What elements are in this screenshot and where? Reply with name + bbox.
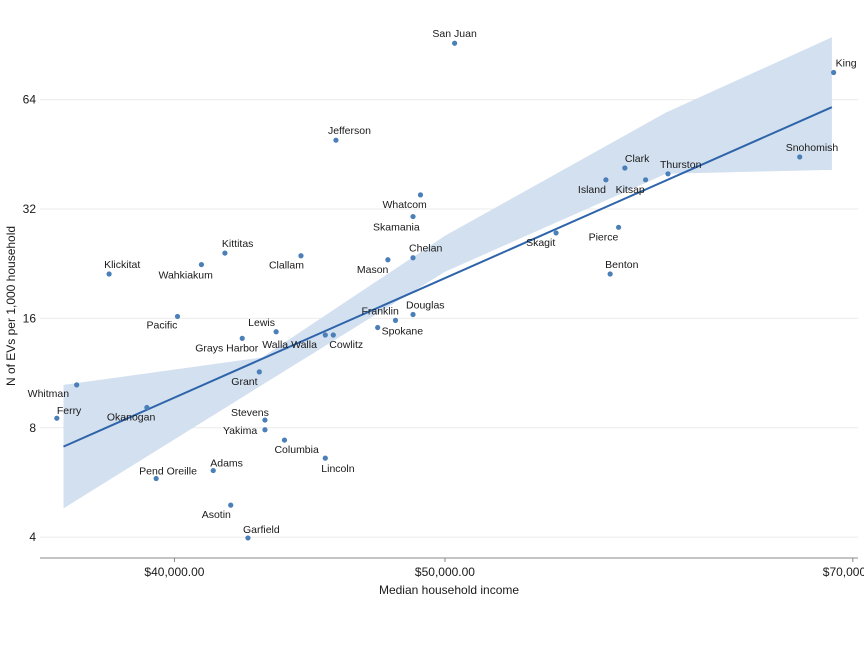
data-point [298, 253, 304, 259]
point-label: Columbia [274, 444, 319, 456]
data-point [322, 455, 328, 461]
data-point [144, 404, 150, 411]
x-tick-label: $40,000.00 [144, 565, 204, 579]
data-point [281, 437, 288, 443]
point-label: Wahkiakum [158, 270, 213, 282]
data-point [239, 335, 245, 341]
point-label: Island [578, 184, 606, 196]
point-label: San Juan [432, 28, 477, 40]
point-label: Kittitas [222, 238, 254, 250]
point-label: Lincoln [321, 463, 354, 475]
y-tick-label: 4 [29, 530, 36, 544]
data-point [262, 427, 268, 433]
point-label: Asotin [202, 509, 231, 521]
point-label: Whatcom [382, 199, 427, 211]
y-axis: 4 8 16 32 64 [23, 93, 37, 545]
data-point [222, 250, 228, 256]
y-tick-label: 64 [23, 93, 37, 107]
data-point [410, 213, 416, 220]
point-label: Clallam [269, 260, 304, 272]
data-point [198, 261, 205, 268]
data-point [54, 415, 60, 421]
data-point [417, 192, 424, 198]
data-point [273, 329, 279, 335]
data-point [153, 475, 159, 482]
data-point [615, 224, 622, 230]
confidence-band-layer [63, 37, 832, 509]
point-label: Walla Walla [262, 339, 317, 351]
trend-layer [63, 106, 833, 448]
point-label: Mason [357, 264, 389, 276]
data-point [452, 40, 458, 46]
y-tick-label: 8 [29, 421, 36, 435]
x-tick-label: $70,000.00 [823, 565, 864, 579]
x-axis: $40,000.00 $50,000.00 $70,000.00 [40, 557, 864, 579]
point-label: Jefferson [328, 125, 371, 137]
trend-line [63, 106, 833, 448]
data-point [642, 177, 649, 183]
data-point [245, 535, 251, 541]
y-axis-title: N of EVs per 1,000 household [4, 226, 18, 386]
point-label: Ferry [57, 405, 82, 417]
point-labels: San Juan King Jefferson Snohomish Clark Thurs… [28, 28, 857, 536]
data-point [210, 467, 216, 474]
point-label: Yakima [223, 425, 257, 437]
point-label: Pend Oreille [139, 466, 197, 478]
data-point [410, 311, 416, 318]
point-label: Franklin [361, 305, 399, 317]
data-point [603, 177, 609, 183]
data-point [174, 313, 181, 320]
point-label: Adams [210, 458, 243, 470]
point-label: Grays Harbor [195, 342, 259, 354]
data-point [831, 69, 837, 76]
point-label: Cowlitz [329, 339, 363, 351]
point-label: Kitsap [616, 184, 645, 196]
point-label: Skamania [373, 222, 420, 234]
point-label: Stevens [231, 407, 269, 419]
point-label: Pacific [146, 319, 177, 331]
point-label: Lewis [248, 317, 275, 329]
point-label: Chelan [409, 243, 442, 255]
data-point [607, 271, 613, 277]
point-label: Klickitat [104, 259, 140, 271]
data-point [622, 165, 628, 171]
x-tick-label: $50,000.00 [415, 565, 475, 579]
data-points [54, 40, 837, 541]
data-point [410, 255, 416, 261]
point-label: Grant [231, 376, 257, 388]
point-label: Thurston [660, 159, 702, 171]
data-point [74, 382, 80, 388]
point-label: Okanogan [107, 411, 156, 423]
point-label: Benton [605, 259, 638, 271]
data-point [797, 154, 803, 160]
data-point [333, 137, 339, 143]
point-label: King [836, 58, 857, 70]
point-label: Pierce [589, 231, 619, 243]
point-label: Garfield [243, 524, 280, 536]
data-point [553, 230, 559, 236]
point-label: Spokane [382, 326, 424, 338]
data-point [330, 332, 336, 338]
point-label: Douglas [406, 299, 445, 311]
data-point [322, 332, 328, 338]
data-point [665, 171, 671, 177]
y-tick-label: 32 [23, 202, 37, 216]
data-point [256, 369, 262, 375]
confidence-band [63, 37, 832, 509]
data-point [375, 324, 381, 331]
x-axis-title: Median household income [379, 583, 519, 597]
data-point [385, 257, 391, 263]
point-label: Clark [625, 153, 650, 165]
data-point [106, 271, 112, 277]
point-label: Whitman [28, 388, 70, 400]
y-tick-label: 16 [23, 311, 37, 325]
point-label: Snohomish [786, 142, 839, 154]
point-label: Skagit [526, 237, 555, 249]
data-point [228, 502, 234, 508]
data-point [392, 317, 399, 323]
data-point [262, 417, 268, 423]
